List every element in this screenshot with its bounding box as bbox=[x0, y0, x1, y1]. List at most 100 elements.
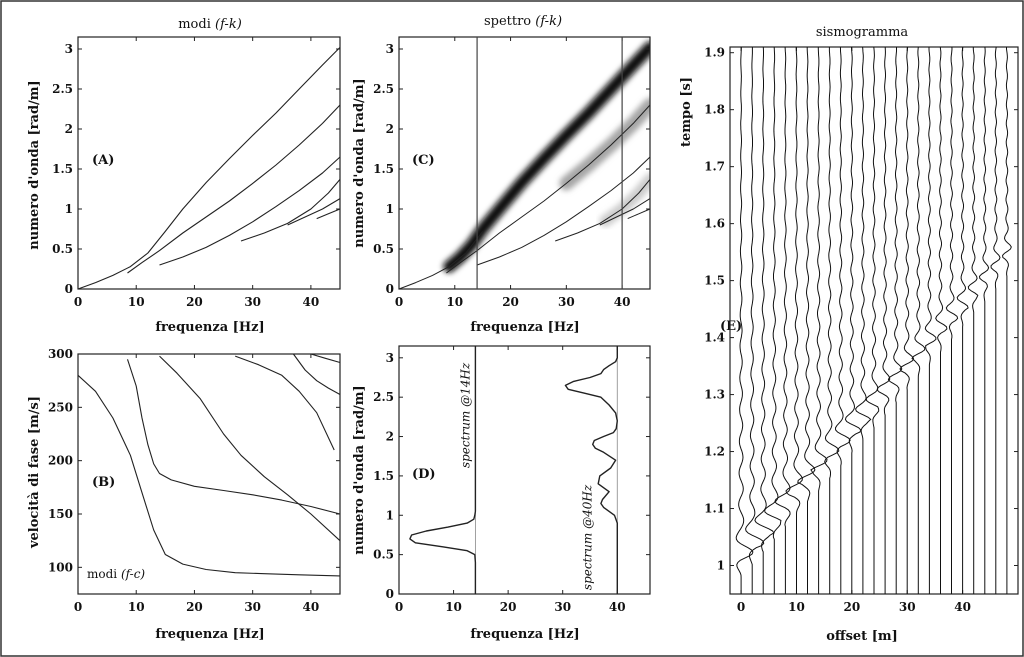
panel-c-series-4 bbox=[555, 179, 651, 242]
panel-e-xlabel: offset [m] bbox=[826, 629, 898, 644]
plot-frame bbox=[398, 36, 651, 290]
panel-b-series-5 bbox=[292, 353, 341, 395]
trace-36m bbox=[935, 47, 948, 594]
x-tick-label: 0 bbox=[395, 295, 403, 309]
x-tick-label: 20 bbox=[500, 600, 517, 614]
panel-b-xlabel: frequenza [Hz] bbox=[155, 627, 264, 642]
y-tick-label: 2 bbox=[386, 122, 394, 136]
panel-a-series-5 bbox=[287, 198, 341, 226]
panel-c-series-2 bbox=[446, 104, 651, 274]
y-tick-label: 1.5 bbox=[52, 162, 73, 176]
trace-12m bbox=[797, 47, 816, 594]
panel-b: (B) modi (f-c) frequenza [Hz] velocità d… bbox=[27, 396, 265, 642]
panel-b-annotation: modi (f-c) bbox=[87, 567, 145, 581]
trace-20m bbox=[844, 47, 862, 594]
y-tick-label: 0.5 bbox=[373, 242, 394, 256]
trace-2m bbox=[745, 47, 765, 594]
y-tick-label: 0.5 bbox=[373, 548, 394, 562]
trace-38m bbox=[945, 47, 959, 594]
trace-22m bbox=[855, 47, 872, 594]
trace-44m bbox=[978, 47, 990, 594]
trace-14m bbox=[810, 47, 828, 594]
x-tick-label: 20 bbox=[186, 295, 203, 309]
panel-a-series-6 bbox=[316, 208, 341, 220]
x-tick-label: 30 bbox=[558, 295, 575, 309]
panel-b-ylabel: velocità di fase [m/s] bbox=[27, 396, 42, 549]
x-tick-label: 20 bbox=[843, 600, 860, 614]
x-tick-label: 40 bbox=[303, 295, 320, 309]
panel-c-axes: 0 10 20 30 40 0 0.5 1 1.5 2 2.5 3 bbox=[373, 36, 651, 309]
trace-42m bbox=[967, 47, 979, 594]
x-tick-label: 0 bbox=[395, 600, 403, 614]
panel-d-xlabel: frequenza [Hz] bbox=[470, 627, 579, 642]
x-tick-label: 40 bbox=[609, 600, 626, 614]
y-tick-label: 2 bbox=[386, 430, 394, 444]
plot-frame bbox=[77, 353, 341, 595]
panel-a-title: modi (f-k) bbox=[178, 17, 242, 32]
x-tick-label: 30 bbox=[554, 600, 571, 614]
y-tick-label: 1.4 bbox=[704, 331, 725, 345]
y-tick-label: 2.5 bbox=[373, 390, 394, 404]
y-tick-label: 1.8 bbox=[704, 103, 725, 117]
y-tick-label: 1.5 bbox=[373, 162, 394, 176]
panel-a: modi (f-k) (A) frequenza [Hz] numero d'o… bbox=[27, 17, 265, 335]
y-tick-label: 1 bbox=[65, 202, 73, 216]
y-tick-label: 100 bbox=[48, 560, 73, 574]
y-tick-label: 1.9 bbox=[704, 46, 725, 60]
panel-e-title: sismogramma bbox=[816, 25, 909, 40]
trace-34m bbox=[924, 47, 937, 594]
trace-4m bbox=[754, 47, 775, 594]
x-tick-label: 10 bbox=[445, 600, 462, 614]
y-tick-label: 1.5 bbox=[373, 469, 394, 483]
x-tick-label: 20 bbox=[502, 295, 519, 309]
y-tick-label: 1.1 bbox=[704, 502, 725, 516]
panel-a-series-1 bbox=[77, 47, 341, 290]
panel-b-axes: 0 10 20 30 40 100 150 200 250 300 bbox=[48, 347, 341, 614]
trace-16m bbox=[824, 47, 840, 594]
x-tick-label: 20 bbox=[186, 600, 203, 614]
trace-48m bbox=[1002, 47, 1012, 594]
y-tick-label: 1 bbox=[717, 559, 725, 573]
panel-c-label: (C) bbox=[412, 153, 435, 168]
y-tick-label: 2.5 bbox=[373, 82, 394, 96]
x-tick-label: 0 bbox=[74, 295, 82, 309]
trace-26m bbox=[876, 47, 891, 594]
trace-6m bbox=[764, 47, 782, 594]
panel-c-title: spettro (f-k) bbox=[484, 14, 562, 29]
trace-0m bbox=[735, 47, 754, 594]
plot-frame bbox=[398, 345, 651, 595]
trace-30m bbox=[899, 47, 915, 594]
y-tick-label: 3 bbox=[386, 351, 394, 365]
x-tick-label: 10 bbox=[788, 600, 805, 614]
panel-a-axes: 0 10 20 30 40 0 0.5 1 1.5 2 2.5 3 bbox=[52, 36, 341, 309]
y-tick-label: 1.6 bbox=[704, 217, 725, 231]
trace-10m bbox=[785, 47, 803, 594]
y-tick-label: 0 bbox=[65, 282, 73, 296]
panel-c-ylabel: numero d'onda [rad/m] bbox=[352, 78, 367, 247]
y-tick-label: 1.7 bbox=[704, 160, 725, 174]
panel-c-series-5 bbox=[599, 198, 651, 226]
panel-c-series-3 bbox=[476, 156, 651, 266]
y-tick-label: 150 bbox=[48, 507, 73, 521]
trace-46m bbox=[990, 47, 1001, 594]
seismogram-traces bbox=[735, 47, 1012, 594]
panel-c-series-1 bbox=[398, 231, 484, 290]
y-tick-label: 0.5 bbox=[52, 242, 73, 256]
x-tick-label: 10 bbox=[128, 600, 145, 614]
panel-b-series-3 bbox=[159, 355, 341, 542]
panel-b-series-2 bbox=[126, 359, 341, 515]
trace-18m bbox=[834, 47, 851, 594]
x-tick-label: 40 bbox=[954, 600, 971, 614]
trace-32m bbox=[911, 47, 926, 594]
panel-b-series-6 bbox=[310, 353, 341, 364]
panel-b-label: (B) bbox=[92, 475, 115, 490]
x-tick-label: 0 bbox=[74, 600, 82, 614]
y-tick-label: 1.3 bbox=[704, 388, 725, 402]
panel-d-axes: 0 10 20 30 40 0 0.5 1 1.5 2 2.5 3 bbox=[373, 345, 651, 614]
panel-a-series-2 bbox=[127, 104, 341, 274]
trace-28m bbox=[887, 47, 903, 594]
x-tick-label: 30 bbox=[244, 600, 261, 614]
panel-a-series-3 bbox=[159, 156, 341, 266]
spectrum-40hz-label: spectrum @40Hz bbox=[580, 484, 594, 590]
